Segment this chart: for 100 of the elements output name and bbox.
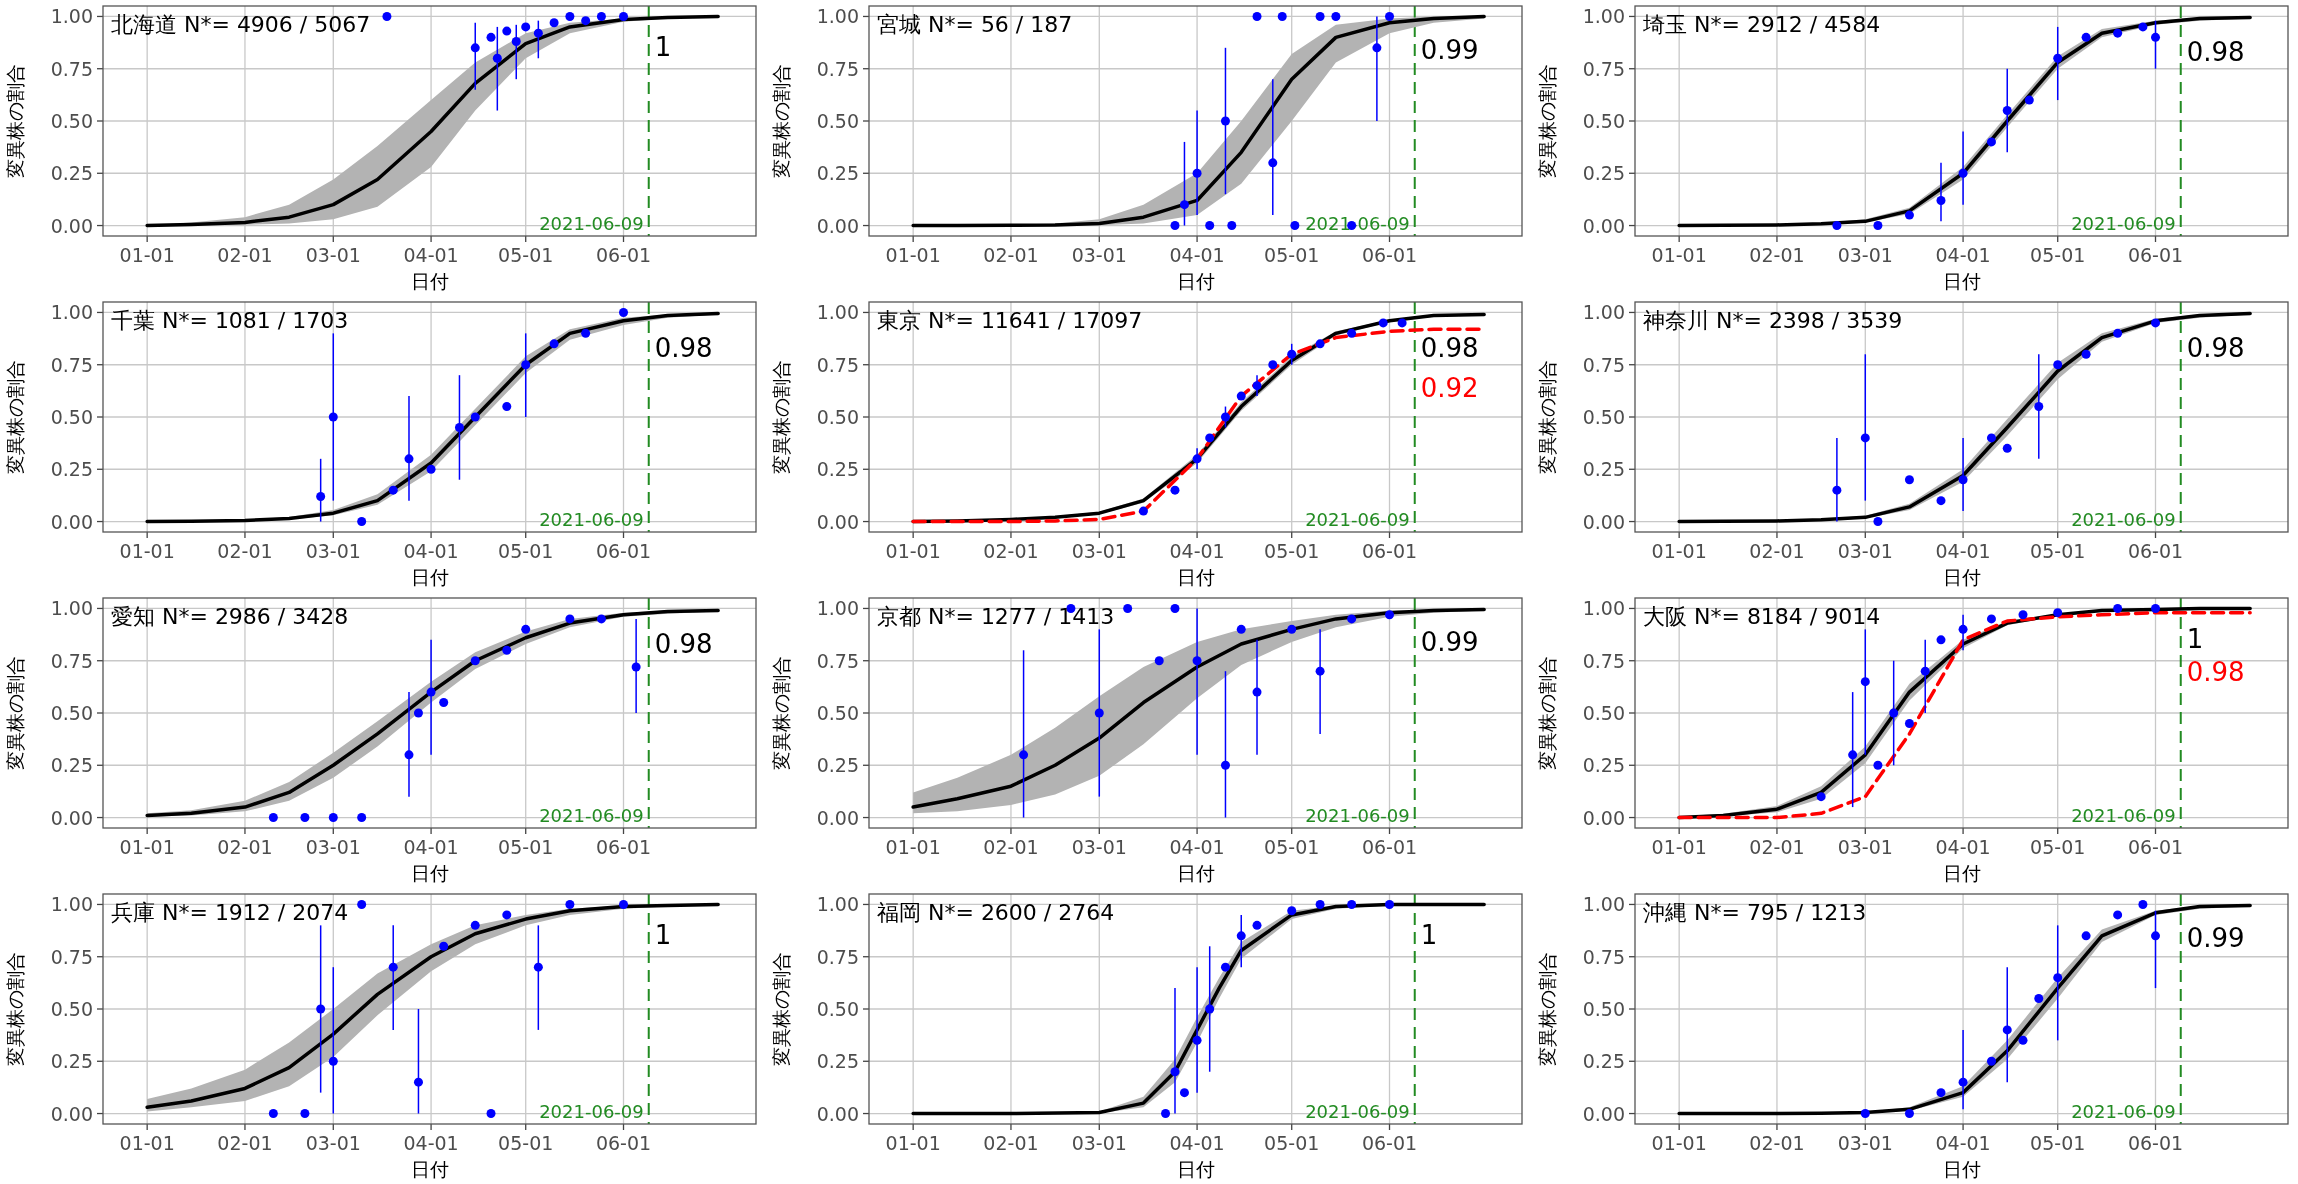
- point: [1179, 1088, 1189, 1098]
- y-tick-label: 0.50: [816, 110, 859, 132]
- y-tick-label: 1.00: [50, 893, 93, 916]
- point: [1816, 792, 1826, 802]
- point: [1170, 1067, 1180, 1077]
- x-tick-label: 05-01: [2030, 836, 2086, 858]
- point: [1252, 687, 1262, 697]
- point: [1252, 11, 1262, 21]
- point: [486, 1109, 496, 1119]
- point: [1227, 221, 1237, 231]
- point: [1936, 496, 1946, 506]
- point: [1277, 11, 1287, 21]
- point: [549, 18, 559, 28]
- x-tick-label: 05-01: [498, 540, 554, 562]
- point: [549, 339, 559, 349]
- point: [1220, 116, 1230, 126]
- point: [1019, 750, 1029, 760]
- point: [1347, 328, 1357, 338]
- point: [1170, 485, 1180, 495]
- annotation: 0.98: [2186, 656, 2245, 687]
- x-tick-label: 04-01: [1935, 836, 1991, 858]
- point: [581, 328, 591, 338]
- y-tick-label: 0.25: [816, 458, 859, 481]
- point: [1236, 391, 1246, 401]
- x-tick-label: 02-01: [217, 836, 273, 858]
- point: [1179, 200, 1189, 210]
- point: [1287, 624, 1297, 634]
- x-tick-label: 06-01: [2127, 1132, 2184, 1154]
- point: [565, 614, 575, 624]
- y-tick-label: 0.00: [1582, 806, 1625, 829]
- point: [470, 920, 480, 930]
- x-axis-title: 日付: [1176, 862, 1215, 884]
- y-tick-label: 0.50: [1582, 702, 1625, 724]
- y-tick-label: 0.25: [816, 162, 859, 185]
- point: [1290, 221, 1300, 231]
- x-tick-label: 03-01: [1837, 540, 1893, 562]
- y-tick-label: 0.75: [1582, 945, 1625, 968]
- point: [1287, 906, 1297, 916]
- x-tick-label: 04-01: [1935, 244, 1991, 266]
- y-tick-label: 0.25: [1582, 458, 1625, 481]
- x-tick-label: 05-01: [498, 836, 554, 858]
- point: [486, 32, 496, 42]
- point: [1889, 708, 1899, 718]
- y-tick-label: 1.00: [1582, 597, 1625, 620]
- annotation: 0.98: [1420, 332, 1479, 363]
- y-tick-label: 0.25: [50, 1050, 93, 1073]
- point: [388, 485, 398, 495]
- y-tick-label: 0.00: [50, 510, 93, 533]
- ref-line-label: 2021-06-09: [539, 1101, 644, 1122]
- point: [1986, 614, 1996, 624]
- point: [1331, 11, 1341, 21]
- point: [565, 899, 575, 909]
- point: [619, 307, 629, 317]
- point: [2151, 603, 2161, 613]
- y-axis-title: 変異株の割合: [770, 360, 792, 474]
- y-tick-label: 0.50: [1582, 998, 1625, 1020]
- point: [413, 708, 423, 718]
- x-tick-label: 03-01: [305, 540, 361, 562]
- annotation: 1: [654, 920, 672, 951]
- point: [1920, 666, 1930, 676]
- point: [1268, 158, 1278, 168]
- y-tick-label: 0.00: [50, 214, 93, 237]
- y-axis-title: 変異株の割合: [4, 952, 26, 1066]
- ref-line-label: 2021-06-09: [1305, 805, 1410, 826]
- x-tick-label: 04-01: [1935, 540, 1991, 562]
- x-tick-label: 03-01: [1837, 244, 1893, 266]
- chart-title: 京都 N*= 1277 / 1413: [877, 604, 1115, 629]
- point: [2002, 106, 2012, 116]
- point: [1860, 677, 1870, 687]
- x-tick-label: 02-01: [217, 540, 273, 562]
- x-tick-label: 01-01: [1651, 244, 1707, 266]
- y-tick-label: 1.00: [50, 301, 93, 324]
- point: [2053, 973, 2063, 983]
- x-tick-label: 01-01: [885, 540, 941, 562]
- x-tick-label: 06-01: [595, 1132, 652, 1154]
- y-tick-label: 0.00: [1582, 510, 1625, 533]
- y-tick-label: 1.00: [1582, 301, 1625, 324]
- x-tick-label: 01-01: [119, 540, 175, 562]
- x-tick-label: 04-01: [1169, 1132, 1225, 1154]
- y-axis-title: 変異株の割合: [4, 360, 26, 474]
- x-tick-label: 03-01: [305, 1132, 361, 1154]
- y-tick-label: 0.75: [816, 353, 859, 376]
- x-tick-label: 06-01: [2127, 540, 2184, 562]
- point: [2053, 608, 2063, 618]
- x-tick-label: 03-01: [1071, 836, 1127, 858]
- y-axis-title: 変異株の割合: [1536, 360, 1558, 474]
- x-tick-label: 02-01: [1749, 1132, 1805, 1154]
- point: [1936, 195, 1946, 205]
- point: [1205, 221, 1215, 231]
- point: [268, 1109, 278, 1119]
- point: [1832, 485, 1842, 495]
- x-tick-label: 01-01: [1651, 1132, 1707, 1154]
- point: [1860, 1109, 1870, 1119]
- point: [2002, 443, 2012, 453]
- chart-title: 兵庫 N*= 1912 / 2074: [111, 900, 349, 925]
- y-tick-label: 0.50: [816, 406, 859, 428]
- x-axis-title: 日付: [1942, 270, 1981, 292]
- x-tick-label: 01-01: [885, 836, 941, 858]
- point: [502, 402, 512, 412]
- chart-title: 愛知 N*= 2986 / 3428: [111, 604, 349, 629]
